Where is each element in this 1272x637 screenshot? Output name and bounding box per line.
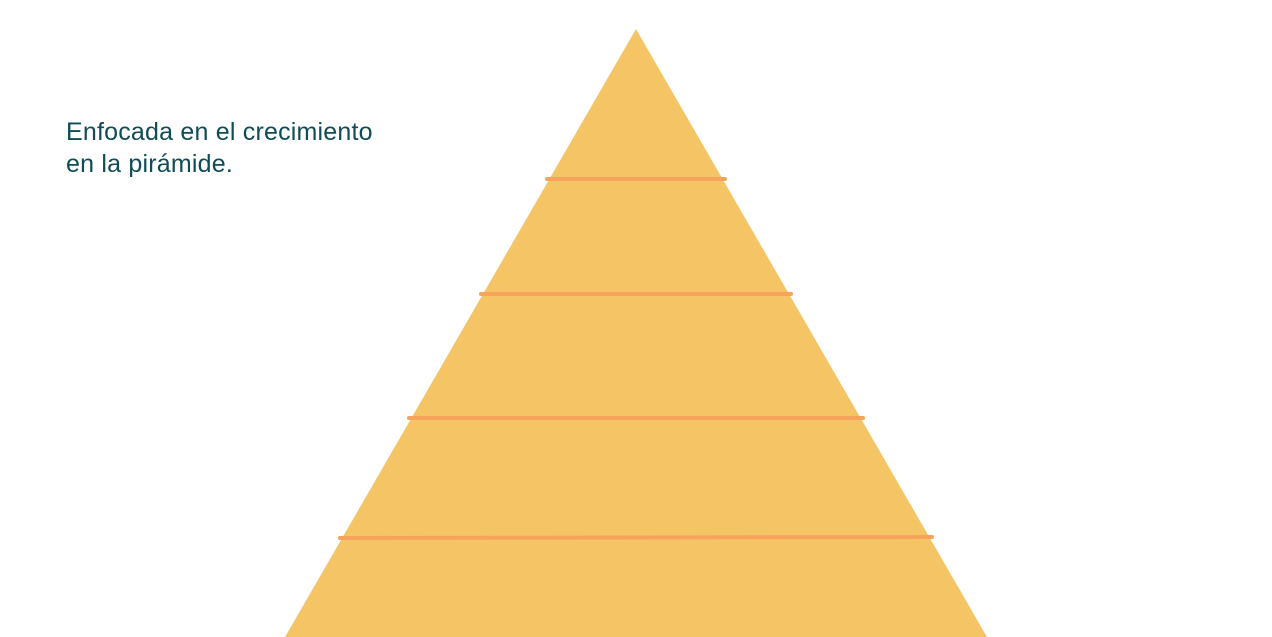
caption-line-1: Enfocada en el crecimiento (66, 118, 373, 146)
pyramid-divider-4 (338, 535, 934, 540)
pyramid-shape (285, 29, 987, 637)
caption-line-2: en la pirámide. (66, 150, 233, 178)
pyramid-caption: Enfocada en el crecimiento en la pirámid… (66, 116, 426, 180)
